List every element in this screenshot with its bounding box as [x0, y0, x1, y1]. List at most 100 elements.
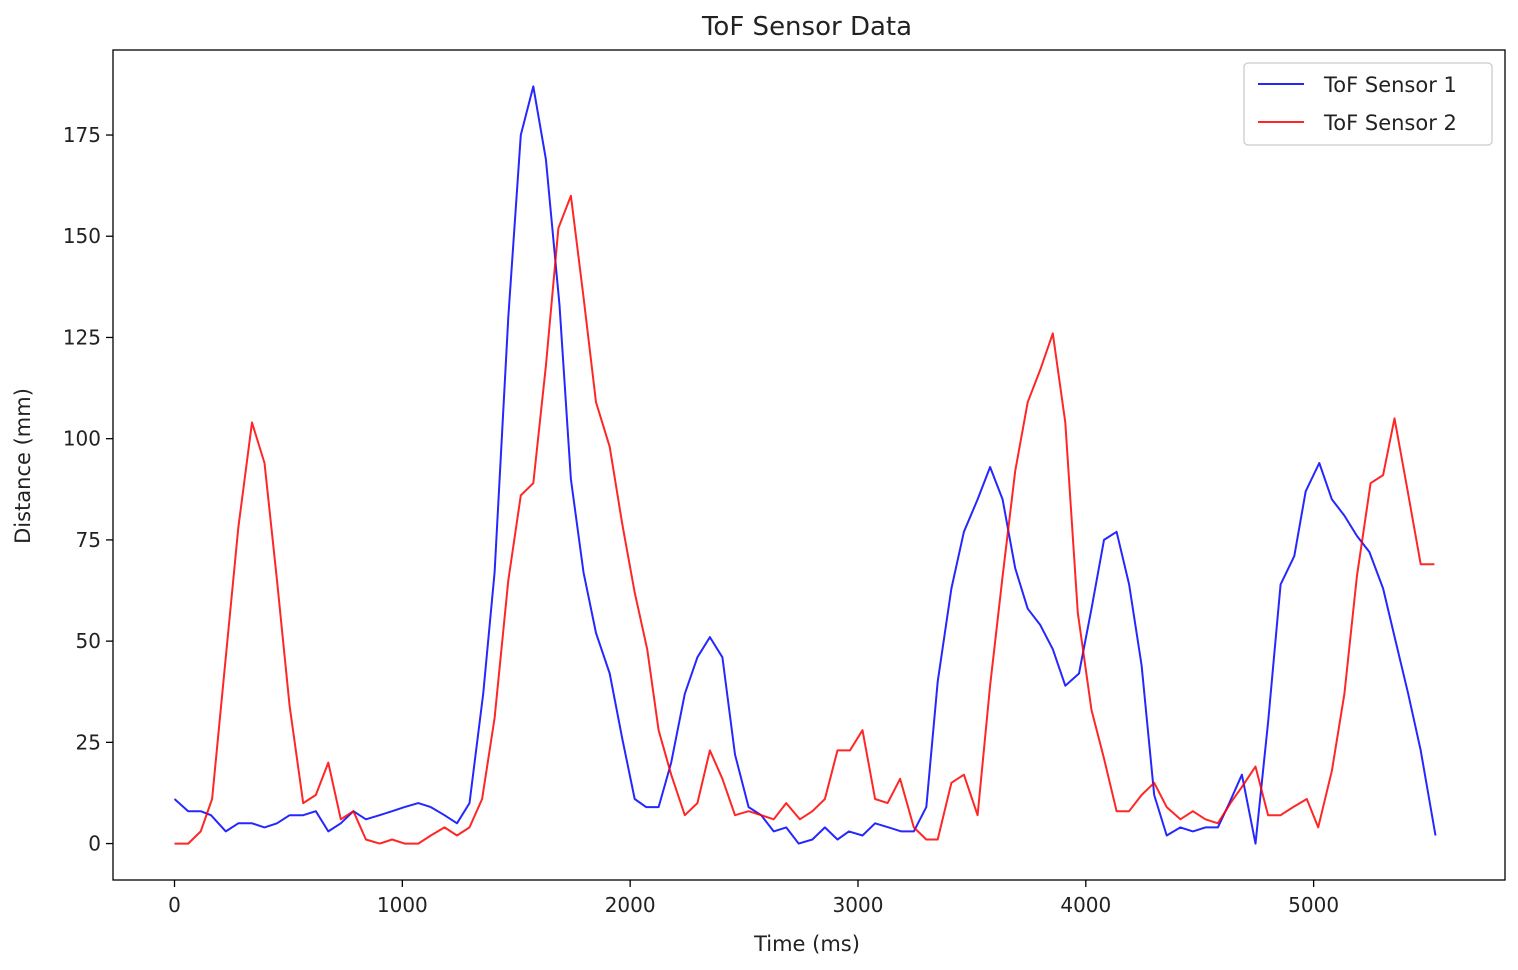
data-point — [962, 530, 965, 533]
data-point — [199, 810, 202, 813]
data-point — [696, 656, 699, 659]
data-point — [519, 134, 522, 137]
data-point — [417, 802, 420, 805]
data-point — [1216, 826, 1219, 829]
data-point — [1103, 538, 1106, 541]
y-tick-label: 175 — [63, 123, 101, 147]
data-point — [364, 838, 367, 841]
data-point — [276, 579, 279, 582]
data-point — [582, 296, 585, 299]
data-point — [1254, 842, 1257, 845]
series-line-1 — [173, 85, 1437, 845]
data-point — [811, 810, 814, 813]
data-point — [1090, 607, 1093, 610]
data-point — [364, 818, 367, 821]
data-point — [507, 316, 510, 319]
data-point — [1014, 470, 1017, 473]
data-point — [302, 814, 305, 817]
data-point — [327, 761, 330, 764]
data-point — [544, 158, 547, 161]
legend: ToF Sensor 1 ToF Sensor 2 — [1243, 62, 1493, 146]
data-point — [507, 579, 510, 582]
data-point — [772, 830, 775, 833]
data-point — [1279, 814, 1282, 817]
data-point — [378, 814, 381, 817]
data-point — [1355, 575, 1358, 578]
data-point — [429, 834, 432, 837]
data-point — [187, 810, 190, 813]
data-point — [456, 822, 459, 825]
data-point — [708, 636, 711, 639]
data-point — [874, 798, 877, 801]
data-point — [493, 717, 496, 720]
data-point — [391, 810, 394, 813]
data-point — [950, 587, 953, 590]
data-point — [823, 826, 826, 829]
data-point — [302, 802, 305, 805]
data-point — [811, 838, 814, 841]
data-point — [173, 842, 176, 845]
x-tick-label: 5000 — [1288, 893, 1339, 917]
data-point — [1293, 555, 1296, 558]
data-point — [288, 814, 291, 817]
data-point — [734, 814, 737, 817]
data-point — [1382, 474, 1385, 477]
data-point — [683, 692, 686, 695]
data-point — [1304, 490, 1307, 493]
series-line-2 — [174, 194, 1435, 845]
data-point — [976, 814, 979, 817]
data-point — [670, 761, 673, 764]
data-point — [1128, 583, 1131, 586]
data-point — [1128, 810, 1131, 813]
data-point — [1179, 818, 1182, 821]
data-point — [199, 830, 202, 833]
y-tick-label: 125 — [63, 325, 101, 349]
data-point — [1115, 810, 1118, 813]
data-point — [936, 680, 939, 683]
data-point — [569, 478, 572, 481]
legend-label-sensor-2: ToF Sensor 2 — [1323, 111, 1457, 135]
data-point — [887, 826, 890, 829]
data-point — [1240, 773, 1243, 776]
x-tick-label: 1000 — [377, 893, 428, 917]
data-point — [1267, 814, 1270, 817]
data-point — [1355, 534, 1358, 537]
data-point — [1434, 834, 1437, 837]
data-point — [1394, 640, 1397, 643]
data-point — [608, 445, 611, 448]
y-tick-label: 100 — [63, 427, 101, 451]
data-point — [288, 704, 291, 707]
data-point — [403, 842, 406, 845]
data-point — [950, 781, 953, 784]
data-point — [772, 818, 775, 821]
data-point — [1191, 810, 1194, 813]
data-point — [836, 838, 839, 841]
data-point — [721, 656, 724, 659]
data-point — [1330, 769, 1333, 772]
data-point — [1267, 721, 1270, 724]
y-tick-label: 25 — [76, 730, 101, 754]
data-point — [797, 842, 800, 845]
data-point — [224, 830, 227, 833]
data-point — [861, 729, 864, 732]
data-point — [1051, 648, 1054, 651]
plot-area — [112, 49, 1506, 881]
data-point — [847, 830, 850, 833]
data-point — [558, 304, 561, 307]
data-point — [429, 806, 432, 809]
data-point — [621, 737, 624, 740]
data-point — [1204, 818, 1207, 821]
legend-box — [1243, 62, 1493, 146]
data-point — [925, 838, 928, 841]
data-point — [1064, 684, 1067, 687]
data-point — [886, 802, 889, 805]
data-point — [1115, 530, 1118, 533]
data-point — [708, 749, 711, 752]
data-point — [1382, 587, 1385, 590]
data-point — [263, 826, 266, 829]
data-point — [468, 826, 471, 829]
series-1-points — [173, 85, 1437, 845]
data-point — [443, 814, 446, 817]
data-point — [532, 85, 535, 88]
plot-frame — [112, 49, 1506, 881]
